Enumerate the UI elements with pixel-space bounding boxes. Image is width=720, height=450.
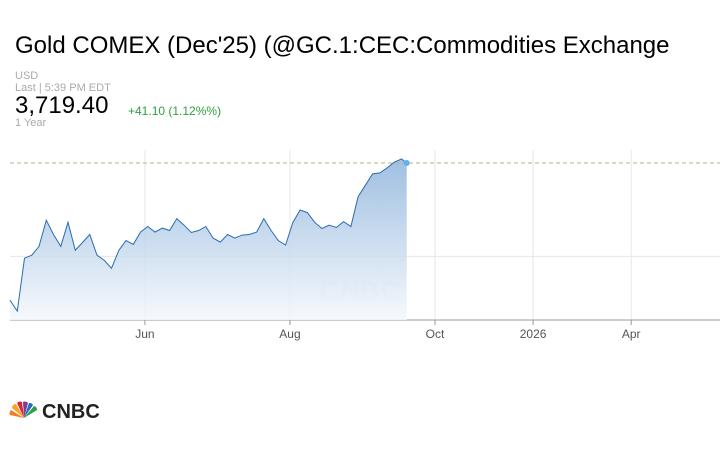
price: 3,719.40 [15, 92, 109, 119]
range: 1 Year [15, 117, 47, 129]
x-tick-label: Aug [279, 327, 300, 341]
area-fill [10, 158, 407, 320]
last-point [403, 160, 410, 167]
x-tick-label: Jun [135, 327, 154, 341]
last-time: Last | 5:39 PM EDT [15, 82, 111, 94]
change: +41.10 (1.12%%) [128, 104, 222, 118]
currency: USD [15, 70, 39, 82]
price-line [9, 158, 408, 313]
x-tick-label: 2026 [520, 327, 547, 341]
title: Gold COMEX (Dec'25) (@GC.1:CEC:Commoditi… [15, 32, 670, 59]
x-tick-label: Apr [622, 327, 641, 341]
logo-text: CNBC [42, 401, 100, 423]
x-tick-label: Oct [426, 327, 445, 341]
logo: CNBC [9, 401, 100, 423]
